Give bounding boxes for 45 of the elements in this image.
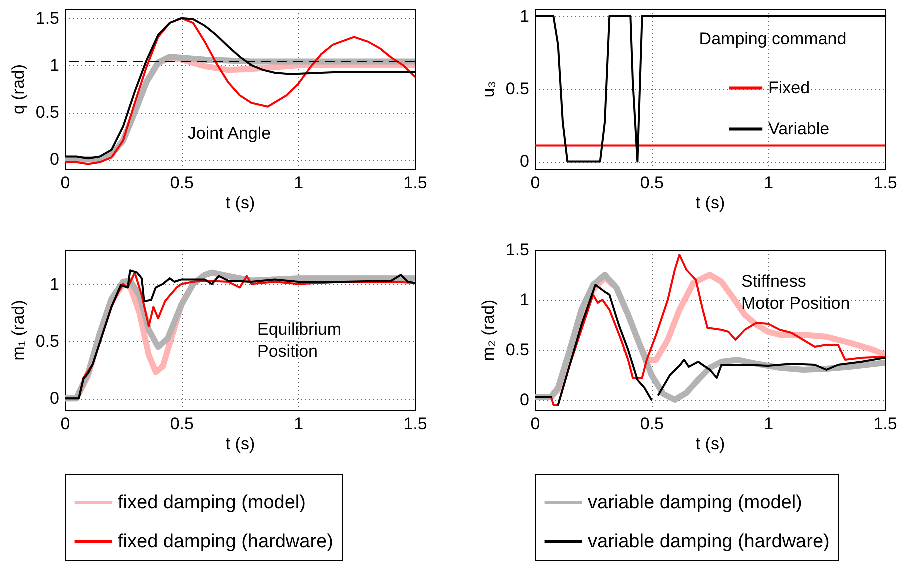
- x-axis-title: t (s): [696, 194, 726, 212]
- y-tick-label: 1: [520, 6, 530, 26]
- x-tick-label: 1: [764, 174, 774, 192]
- y-tick-label: 1: [50, 56, 60, 75]
- annotation: Damping command: [699, 29, 847, 48]
- x-tick-label: 1: [764, 414, 774, 434]
- x-tick-label: 0.5: [640, 174, 664, 192]
- y-axis-title: q (rad): [8, 64, 28, 115]
- y-axis-title: m₁ (rad): [8, 300, 28, 361]
- legend-label: variable damping (model): [588, 492, 802, 514]
- annotation: Equilibrium Position: [258, 320, 342, 361]
- x-tick-label: 1: [294, 174, 304, 192]
- x-tick-label: 1.5: [404, 174, 428, 192]
- x-tick-label: 0.5: [170, 174, 194, 192]
- x-tick-label: 0.5: [170, 414, 194, 434]
- x-tick-label: 0.5: [640, 414, 664, 434]
- y-tick-label: 1.5: [506, 240, 530, 260]
- y-tick-label: 0: [50, 389, 60, 408]
- y-tick-label: 0.5: [36, 332, 60, 351]
- legend-label: fixed damping (model): [118, 492, 306, 514]
- y-tick-label: 0.5: [506, 80, 530, 98]
- y-axis-title: u₃: [478, 81, 498, 98]
- y-tick-label: 0: [520, 390, 530, 410]
- annotation: Joint Angle: [188, 124, 272, 143]
- x-tick-label: 1.5: [404, 414, 428, 434]
- y-tick-label: 1: [520, 290, 530, 310]
- x-tick-label: 1.5: [874, 414, 898, 434]
- legend-label: Fixed: [768, 78, 810, 98]
- x-axis-title: t (s): [226, 194, 256, 212]
- y-tick-label: 1.5: [36, 8, 60, 28]
- y-tick-label: 0.5: [36, 103, 60, 122]
- y-tick-label: 0: [520, 152, 530, 172]
- x-tick-label: 1: [294, 414, 304, 434]
- y-tick-label: 0: [50, 150, 60, 170]
- x-axis-title: t (s): [226, 434, 256, 454]
- x-axis-title: t (s): [696, 434, 726, 454]
- y-tick-label: 0.5: [506, 340, 530, 360]
- legend-label: variable damping (hardware): [588, 532, 830, 552]
- x-tick-label: 1.5: [874, 174, 898, 192]
- y-axis-title: m₂ (rad): [478, 300, 498, 362]
- annotation: Stiffness Motor Position: [742, 272, 850, 313]
- y-tick-label: 1: [50, 274, 60, 294]
- line-series: [550, 254, 885, 406]
- legend-label: Variable: [768, 119, 830, 138]
- legend-label: fixed damping (hardware): [118, 532, 334, 552]
